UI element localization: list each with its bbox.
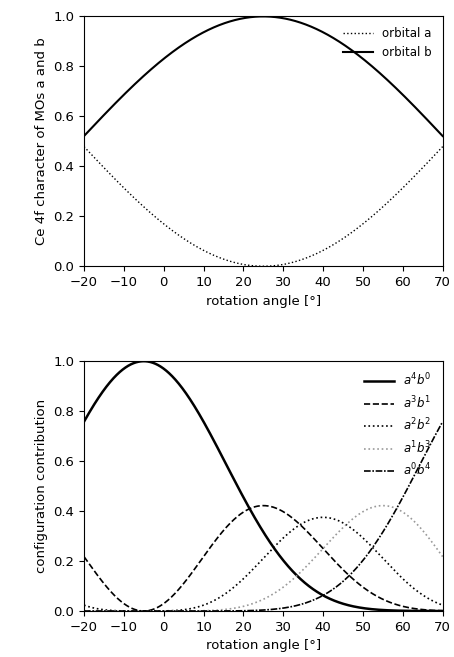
X-axis label: rotation angle [°]: rotation angle [°] — [206, 294, 321, 307]
Y-axis label: configuration contribution: configuration contribution — [35, 399, 48, 573]
Legend: orbital a, orbital b: orbital a, orbital b — [339, 22, 437, 64]
Legend: $a^4b^0$, $a^3b^1$, $a^2b^2$, $a^1b^3$, $a^0b^4$: $a^4b^0$, $a^3b^1$, $a^2b^2$, $a^1b^3$, … — [360, 367, 437, 483]
Y-axis label: Ce 4f character of MOs a and b: Ce 4f character of MOs a and b — [35, 37, 48, 245]
X-axis label: rotation angle [°]: rotation angle [°] — [206, 639, 321, 652]
